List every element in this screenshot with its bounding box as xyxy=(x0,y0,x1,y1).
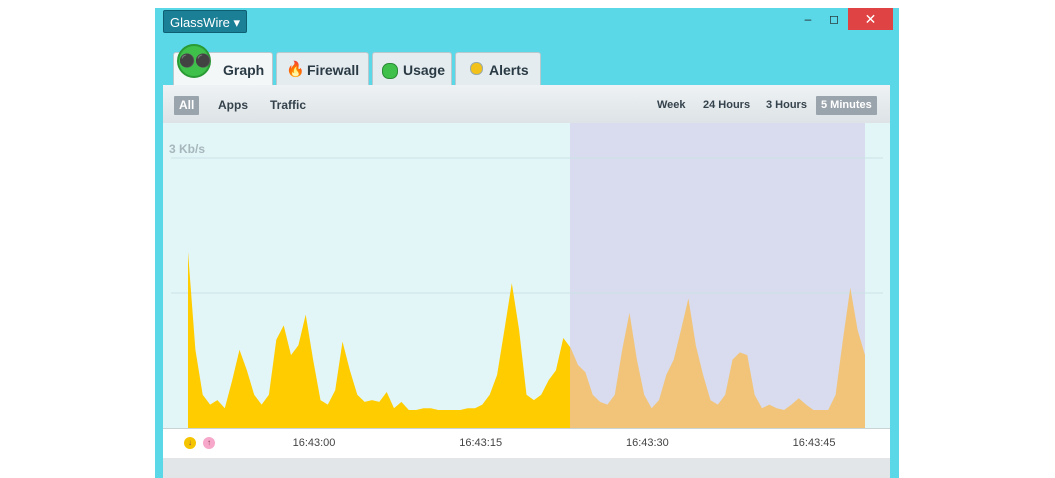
panel: All Apps Traffic Week 24 Hours 3 Hours 5… xyxy=(163,85,890,478)
filter-all[interactable]: All xyxy=(174,96,200,115)
tab-firewall[interactable]: Firewall xyxy=(276,52,369,85)
tab-label: Firewall xyxy=(307,62,360,78)
upload-icon: ↑ xyxy=(203,437,215,449)
x-tick-label: 16:43:00 xyxy=(292,437,336,449)
close[interactable]: ✕ xyxy=(848,8,893,30)
firewall-icon: 🔥 xyxy=(286,61,305,78)
selected-range xyxy=(570,123,865,428)
x-tick-label: 16:43:45 xyxy=(792,437,836,449)
traffic-area xyxy=(188,251,865,428)
filter-traffic[interactable]: Traffic xyxy=(270,98,307,112)
x-tick-label: 16:43:30 xyxy=(625,437,669,449)
usage-icon xyxy=(382,63,398,79)
range-selected[interactable]: 5 Minutes xyxy=(816,96,877,115)
maximize[interactable]: ◻ xyxy=(829,12,839,26)
tab-label: Usage xyxy=(403,62,446,78)
range[interactable]: 24 Hours xyxy=(703,99,751,111)
x-tick-label: 16:43:15 xyxy=(459,437,503,449)
toolbar: All Apps Traffic Week 24 Hours 3 Hours 5… xyxy=(163,85,890,124)
time-axis: ↓ ↑ 16:43:00 16:43:15 16:43:30 16:43:45 xyxy=(163,428,890,459)
download-icon: ↓ xyxy=(184,437,196,449)
range[interactable]: Week xyxy=(657,99,686,111)
graph: 3 Kb/s xyxy=(163,123,890,428)
tab-alerts[interactable]: Alerts xyxy=(455,52,541,85)
tab-label: Alerts xyxy=(489,62,529,78)
glasswire-icon: ⚫⚫ xyxy=(177,44,211,78)
app-menu[interactable]: GlassWire ▾ xyxy=(163,10,247,33)
footer xyxy=(163,458,890,478)
window: GlassWire ▾ – ◻ ✕ Graph ⚫⚫ Firewall 🔥 Us… xyxy=(155,8,899,478)
filter-apps[interactable]: Apps xyxy=(218,98,248,112)
range[interactable]: 3 Hours xyxy=(766,99,807,111)
app-name: GlassWire xyxy=(169,15,230,30)
alerts-icon xyxy=(470,62,483,75)
y-tick-label: 3 Kb/s xyxy=(169,142,205,156)
minimize[interactable]: – xyxy=(804,12,812,26)
tab-label: Graph xyxy=(223,62,265,78)
